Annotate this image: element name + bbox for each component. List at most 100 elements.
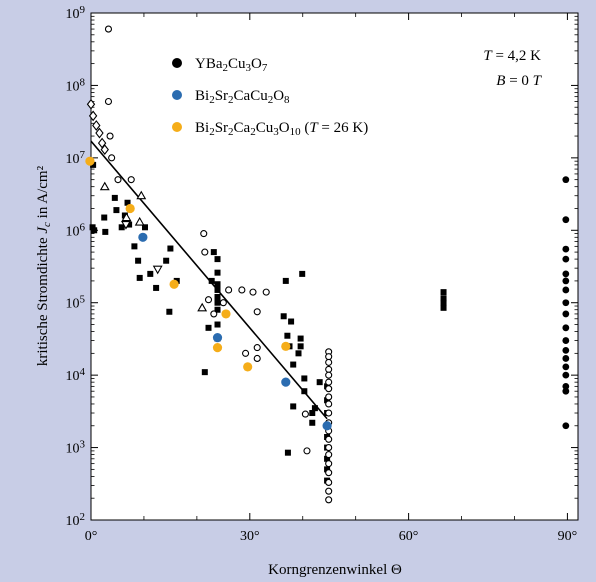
data-point-series-0 xyxy=(214,269,221,276)
legend-marker xyxy=(172,58,182,68)
data-point-series-0 xyxy=(253,344,261,352)
data-point-series-0 xyxy=(95,127,104,139)
data-point-series-0 xyxy=(152,265,163,275)
data-point-series-0 xyxy=(325,353,333,361)
data-point-series-0 xyxy=(201,248,209,256)
data-point-series-0 xyxy=(325,487,333,495)
data-point-series-0 xyxy=(214,293,221,300)
data-point-series-0 xyxy=(562,310,570,318)
data-point-series-0 xyxy=(225,286,233,294)
data-point-series-0 xyxy=(126,221,133,228)
data-point-series-2 xyxy=(281,341,291,351)
data-point-series-0 xyxy=(562,270,570,278)
y-tick-label: 108 xyxy=(66,76,86,94)
data-point-series-0 xyxy=(440,304,447,311)
condition-field: B = 0 T xyxy=(496,73,542,89)
data-point-series-0 xyxy=(325,378,333,386)
data-point-series-0 xyxy=(324,397,331,404)
data-point-series-0 xyxy=(325,409,333,417)
data-point-series-0 xyxy=(249,288,257,296)
data-point-series-0 xyxy=(562,176,570,184)
data-point-series-0 xyxy=(214,306,221,313)
data-point-series-0 xyxy=(301,375,308,382)
data-point-series-0 xyxy=(325,358,333,366)
conditions: T = 4,2 K B = 0 T xyxy=(483,48,542,89)
data-point-series-0 xyxy=(124,199,131,206)
data-point-series-0 xyxy=(440,295,447,302)
data-point-series-0 xyxy=(325,393,333,401)
data-point-series-0 xyxy=(288,318,295,325)
data-point-series-0 xyxy=(562,277,570,285)
data-point-series-0 xyxy=(309,419,316,426)
data-point-series-0 xyxy=(101,214,108,221)
y-tick-label: 106 xyxy=(66,221,86,239)
data-point-series-0 xyxy=(325,444,333,452)
y-tick-label: 102 xyxy=(66,511,86,529)
data-point-series-0 xyxy=(303,447,311,455)
legend-label: Bi2Sr2Ca2Cu3O10 (T = 26 K) xyxy=(195,120,368,138)
y-tick-label: 109 xyxy=(66,4,86,22)
data-point-series-0 xyxy=(325,365,333,373)
x-tick-label: 30° xyxy=(240,529,260,544)
data-point-series-0 xyxy=(214,321,221,328)
data-point-series-0 xyxy=(153,284,160,291)
legend-marker xyxy=(172,90,182,100)
data-point-series-0 xyxy=(301,410,309,418)
data-point-series-2 xyxy=(125,203,135,214)
data-point-series-0 xyxy=(88,110,98,122)
data-point-series-0 xyxy=(113,207,120,214)
data-point-series-2 xyxy=(212,343,223,353)
data-point-series-0 xyxy=(111,194,118,201)
legend-label: YBa2Cu3O7 xyxy=(195,56,268,74)
data-point-series-0 xyxy=(562,371,570,379)
condition-temperature: T = 4,2 K xyxy=(483,48,541,64)
data-point-series-0 xyxy=(562,346,570,354)
legend: YBa2Cu3O7 Bi2Sr2CaCu2O8 Bi2Sr2Ca2Cu3O10 (T… xyxy=(172,56,368,138)
data-point-series-0 xyxy=(204,296,213,304)
data-point-series-0 xyxy=(297,335,304,342)
data-point-series-0 xyxy=(205,324,212,331)
data-point-series-0 xyxy=(100,144,109,156)
data-point-series-0 xyxy=(295,350,302,357)
data-point-series-0 xyxy=(562,363,570,371)
y-tick-label: 103 xyxy=(66,439,86,457)
data-point-series-0 xyxy=(253,308,261,316)
data-point-series-0 xyxy=(290,361,297,368)
data-point-series-0 xyxy=(197,302,208,312)
y-tick-label: 105 xyxy=(66,294,86,312)
data-point-series-0 xyxy=(127,176,135,184)
data-point-series-0 xyxy=(325,451,333,459)
data-point-series-0 xyxy=(324,466,331,473)
y-tick-labels: 102 103 104 105 106 107 108 109 xyxy=(66,4,86,529)
data-point-series-0 xyxy=(284,449,291,456)
data-point-series-0 xyxy=(104,97,113,106)
data-point-series-0 xyxy=(163,257,170,264)
data-point-series-1 xyxy=(138,232,148,242)
data-point-series-0 xyxy=(562,286,570,294)
legend-marker xyxy=(172,122,182,132)
data-point-series-0 xyxy=(104,25,113,33)
data-point-series-0 xyxy=(108,154,116,162)
data-point-series-0 xyxy=(86,98,96,110)
data-point-series-0 xyxy=(208,277,215,284)
data-point-series-0 xyxy=(114,176,122,184)
data-point-series-0 xyxy=(201,369,208,376)
x-axis-title: Korngrenzenwinkel Θ xyxy=(268,562,402,578)
data-point-series-0 xyxy=(253,354,261,363)
data-point-series-0 xyxy=(242,349,250,357)
data-point-series-0 xyxy=(325,385,333,393)
data-points xyxy=(85,25,570,504)
data-point-series-0 xyxy=(134,216,145,226)
data-point-series-0 xyxy=(290,403,297,410)
data-point-series-0 xyxy=(562,422,570,430)
data-point-series-0 xyxy=(324,455,331,462)
data-point-series-0 xyxy=(121,212,132,222)
data-point-series-0 xyxy=(311,405,318,412)
data-point-series-2 xyxy=(169,279,179,289)
data-point-series-0 xyxy=(562,255,570,263)
data-point-series-0 xyxy=(325,371,333,379)
data-point-series-2 xyxy=(85,156,95,166)
data-point-series-0 xyxy=(106,132,114,140)
y-axis-title: kritische Stromdichte Jc in A/cm² xyxy=(35,165,53,366)
data-point-series-0 xyxy=(562,337,570,344)
